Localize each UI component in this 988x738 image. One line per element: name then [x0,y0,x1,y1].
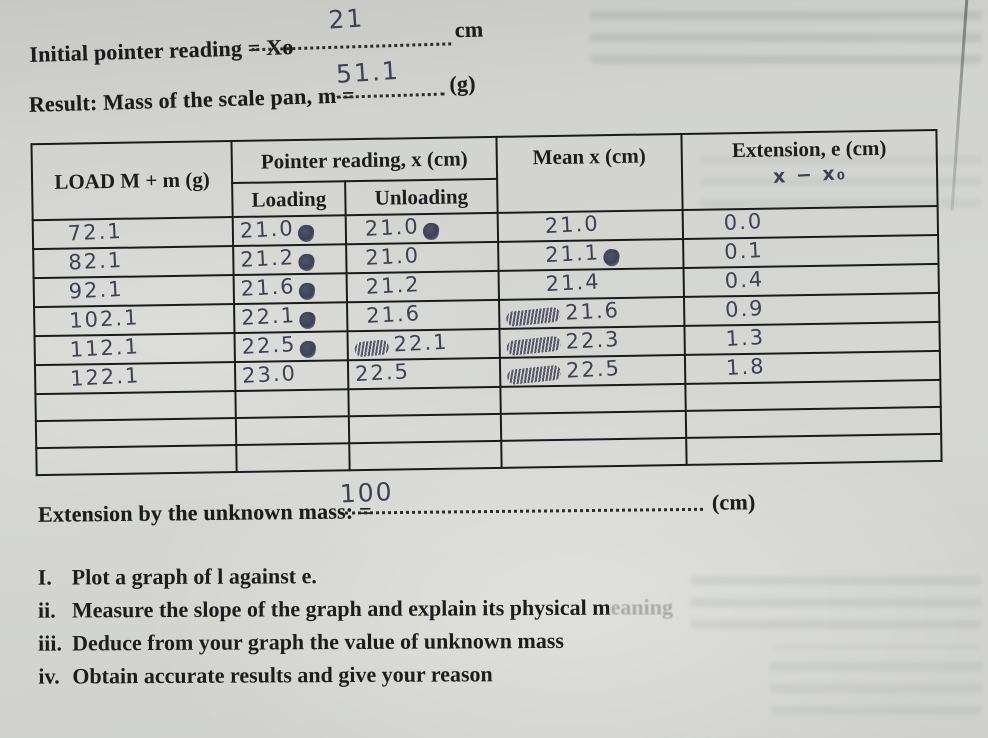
instruction-item-1: I. Plot a graph of l against e. [38,563,317,590]
instruction-item-2: ii. Measure the slope of the graph and e… [38,594,673,623]
instruction-text: Obtain accurate results and give your re… [72,661,493,689]
instruction-number: iv. [38,663,60,689]
instruction-text: Measure the slope of the graph and expla… [71,594,673,623]
instruction-text: Deduce from your graph the value of unkn… [72,627,564,656]
instruction-item-3: iii. Deduce from your graph the value of… [38,628,564,657]
instruction-item-4: iv. Obtain accurate results and give you… [38,661,493,689]
faded-text-fragment: eaning [610,594,673,620]
instruction-number: iii. [38,630,63,656]
instruction-text: Plot a graph of l against e. [71,563,317,590]
instruction-number: ii. [37,597,56,623]
instruction-number: I. [37,564,52,590]
